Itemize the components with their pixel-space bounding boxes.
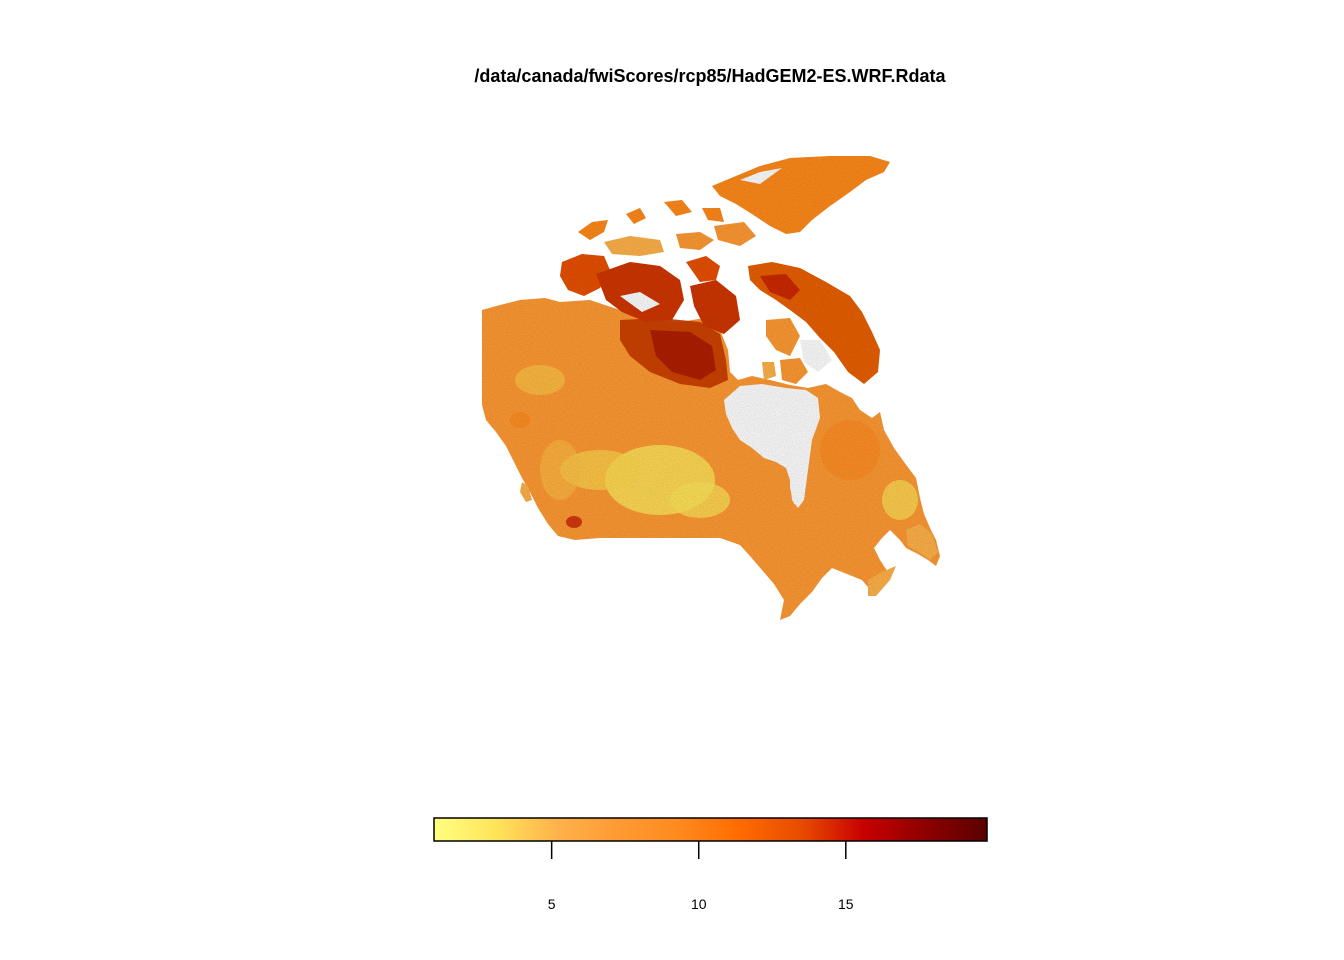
banks-island — [560, 254, 610, 296]
legend-tick-label: 15 — [838, 896, 854, 912]
plot-title: /data/canada/fwiScores/rcp85/HadGEM2-ES.… — [474, 66, 946, 86]
mainland-base — [482, 298, 940, 620]
mainland-region — [482, 298, 940, 620]
legend-colorbar — [433, 817, 988, 842]
legend-ticks: 5 10 15 — [548, 841, 854, 912]
legend-tick-label: 10 — [691, 896, 707, 912]
legend-tick-label: 5 — [548, 896, 556, 912]
arctic-islands — [560, 156, 890, 384]
